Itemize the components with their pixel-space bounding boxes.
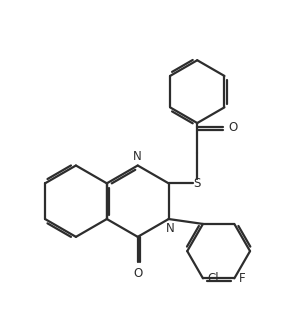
- Text: F: F: [239, 272, 245, 285]
- Text: O: O: [228, 121, 237, 134]
- Text: S: S: [194, 177, 201, 190]
- Text: N: N: [166, 222, 175, 235]
- Text: O: O: [133, 267, 142, 280]
- Text: Cl: Cl: [207, 272, 219, 285]
- Text: N: N: [133, 150, 142, 163]
